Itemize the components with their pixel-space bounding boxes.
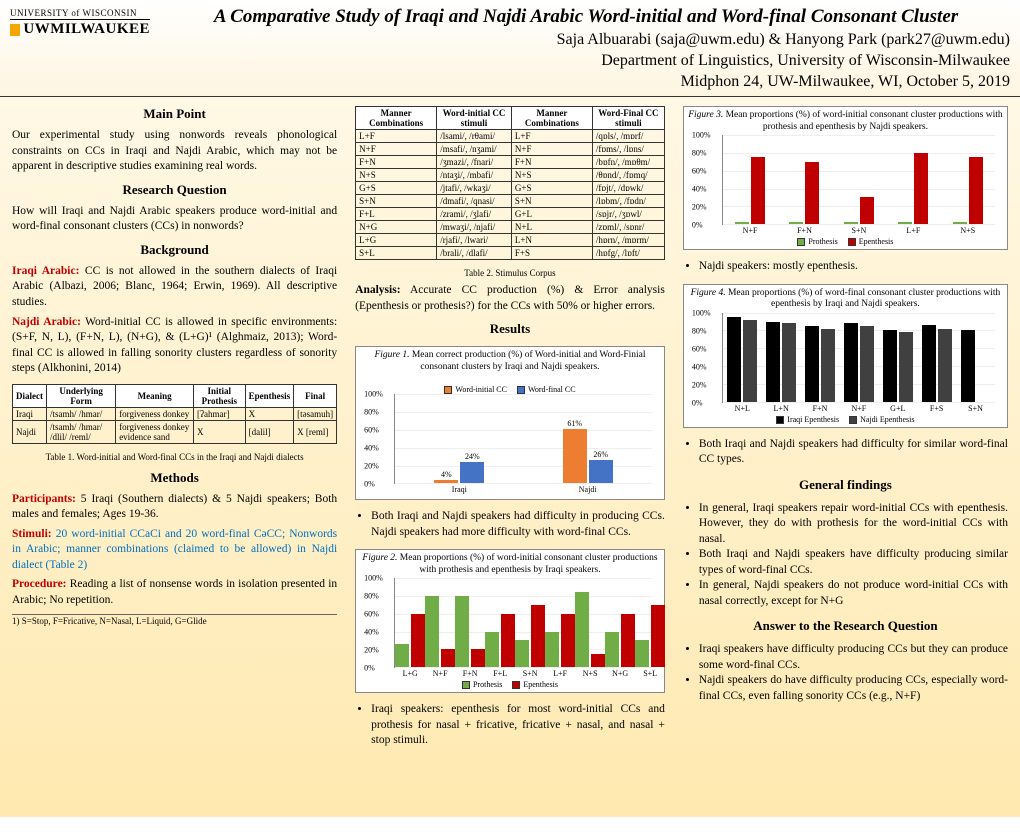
list-item: Iraqi speakers have difficulty producing…: [699, 642, 1008, 673]
figure-1-legend: Word-initial CCWord-final CC: [360, 385, 660, 394]
heading-results: Results: [355, 321, 665, 337]
methods-procedure: Procedure: Reading a list of nonsense wo…: [12, 577, 337, 608]
methods-participants: Participants: 5 Iraqi (Southern dialects…: [12, 492, 337, 523]
figure-1-caption: Figure 1. Mean correct production (%) of…: [360, 350, 660, 373]
heading-general-findings: General findings: [683, 477, 1008, 493]
conference-line: Midphon 24, UW-Milwaukee, WI, October 5,…: [162, 72, 1010, 93]
figure-1-bullet: Both Iraqi and Najdi speakers had diffic…: [371, 509, 665, 540]
column-left: Main Point Our experimental study using …: [6, 103, 343, 811]
figure-2-bullet: Iraqi speakers: epenthesis for most word…: [371, 702, 665, 749]
figure-2-box: Figure 2. Mean proportions (%) of word-i…: [355, 549, 665, 693]
figure-2-legend: ProthesisEpenthesis: [360, 680, 660, 689]
list-item: Both Iraqi and Najdi speakers have diffi…: [699, 547, 1008, 578]
figure-1-chart: 0%20%40%60%80%100%4%24%Iraqi61%26%Najdi: [364, 394, 656, 484]
list-item: In general, Najdi speakers do not produc…: [699, 578, 1008, 609]
answers-list: Iraqi speakers have difficulty producing…: [683, 642, 1008, 704]
list-item: Najdi speakers do have difficulty produc…: [699, 673, 1008, 704]
figure-4-legend: Iraqi EpenthesisNajdi Epenthesis: [688, 415, 1003, 424]
figure-4-chart: 0%20%40%60%80%100%N+LL+NF+NN+FG+LF+SS+N: [692, 313, 999, 403]
poster-title: A Comparative Study of Iraqi and Najdi A…: [162, 6, 1010, 28]
table-1: DialectUnderlying FormMeaningInitial Pro…: [12, 384, 337, 444]
figure-3-chart: 0%20%40%60%80%100%N+FF+NS+NL+FN+S: [692, 135, 999, 225]
figure-3-legend: ProthesisEpenthesis: [688, 237, 1003, 246]
poster-header: UNIVERSITY of WISCONSIN UWMILWAUKEE A Co…: [0, 0, 1020, 97]
department-line: Department of Linguistics, University of…: [162, 51, 1010, 72]
poster-body: Main Point Our experimental study using …: [0, 97, 1020, 817]
figure-3-caption: Figure 3. Mean proportions (%) of word-i…: [688, 110, 1003, 133]
authors-line: Saja Albuarabi (saja@uwm.edu) & Hanyong …: [162, 30, 1010, 51]
analysis-text: Analysis: Accurate CC production (%) & E…: [355, 283, 665, 314]
logo-bottom-text: UWMILWAUKEE: [10, 21, 150, 38]
list-item: In general, Iraqi speakers repair word-i…: [699, 501, 1008, 548]
heading-main-point: Main Point: [12, 106, 337, 122]
heading-methods: Methods: [12, 470, 337, 486]
figure-4-caption: Figure 4. Mean proportions (%) of word-f…: [688, 288, 1003, 311]
findings-list: In general, Iraqi speakers repair word-i…: [683, 501, 1008, 610]
methods-stimuli: Stimuli: 20 word-initial CCaCi and 20 wo…: [12, 527, 337, 574]
research-question-text: How will Iraqi and Najdi Arabic speakers…: [12, 204, 337, 235]
figure-4-box: Figure 4. Mean proportions (%) of word-f…: [683, 284, 1008, 428]
figure-4-bullet: Both Iraqi and Najdi speakers had diffic…: [699, 437, 1008, 468]
column-middle: Manner CombinationsWord-initial CC stimu…: [349, 103, 671, 811]
logo-top-text: UNIVERSITY of WISCONSIN: [10, 8, 150, 20]
main-point-text: Our experimental study using nonwords re…: [12, 128, 337, 175]
heading-background: Background: [12, 242, 337, 258]
figure-1-box: Figure 1. Mean correct production (%) of…: [355, 346, 665, 500]
table-1-caption: Table 1. Word-initial and Word-final CCs…: [12, 452, 337, 462]
heading-answer: Answer to the Research Question: [683, 618, 1008, 634]
table-2-caption: Table 2. Stimulus Corpus: [355, 268, 665, 278]
logo-square-icon: [10, 24, 20, 36]
column-right: Figure 3. Mean proportions (%) of word-i…: [677, 103, 1014, 811]
table-2: Manner CombinationsWord-initial CC stimu…: [355, 106, 665, 260]
header-text-block: A Comparative Study of Iraqi and Najdi A…: [162, 6, 1010, 92]
heading-research-question: Research Question: [12, 182, 337, 198]
background-iraqi: Iraqi Arabic: CC is not allowed in the s…: [12, 264, 337, 311]
figure-2-caption: Figure 2. Mean proportions (%) of word-i…: [360, 553, 660, 576]
figure-3-box: Figure 3. Mean proportions (%) of word-i…: [683, 106, 1008, 250]
figure-2-chart: 0%20%40%60%80%100%L+GN+FF+NF+LS+NL+FN+SN…: [364, 578, 656, 668]
background-najdi: Najdi Arabic: Word-initial CC is allowed…: [12, 315, 337, 377]
uw-logo: UNIVERSITY of WISCONSIN UWMILWAUKEE: [10, 6, 150, 38]
footnote-1: 1) S=Stop, F=Fricative, N=Nasal, L=Liqui…: [12, 614, 337, 626]
figure-3-bullet: Najdi speakers: mostly epenthesis.: [699, 259, 1008, 275]
